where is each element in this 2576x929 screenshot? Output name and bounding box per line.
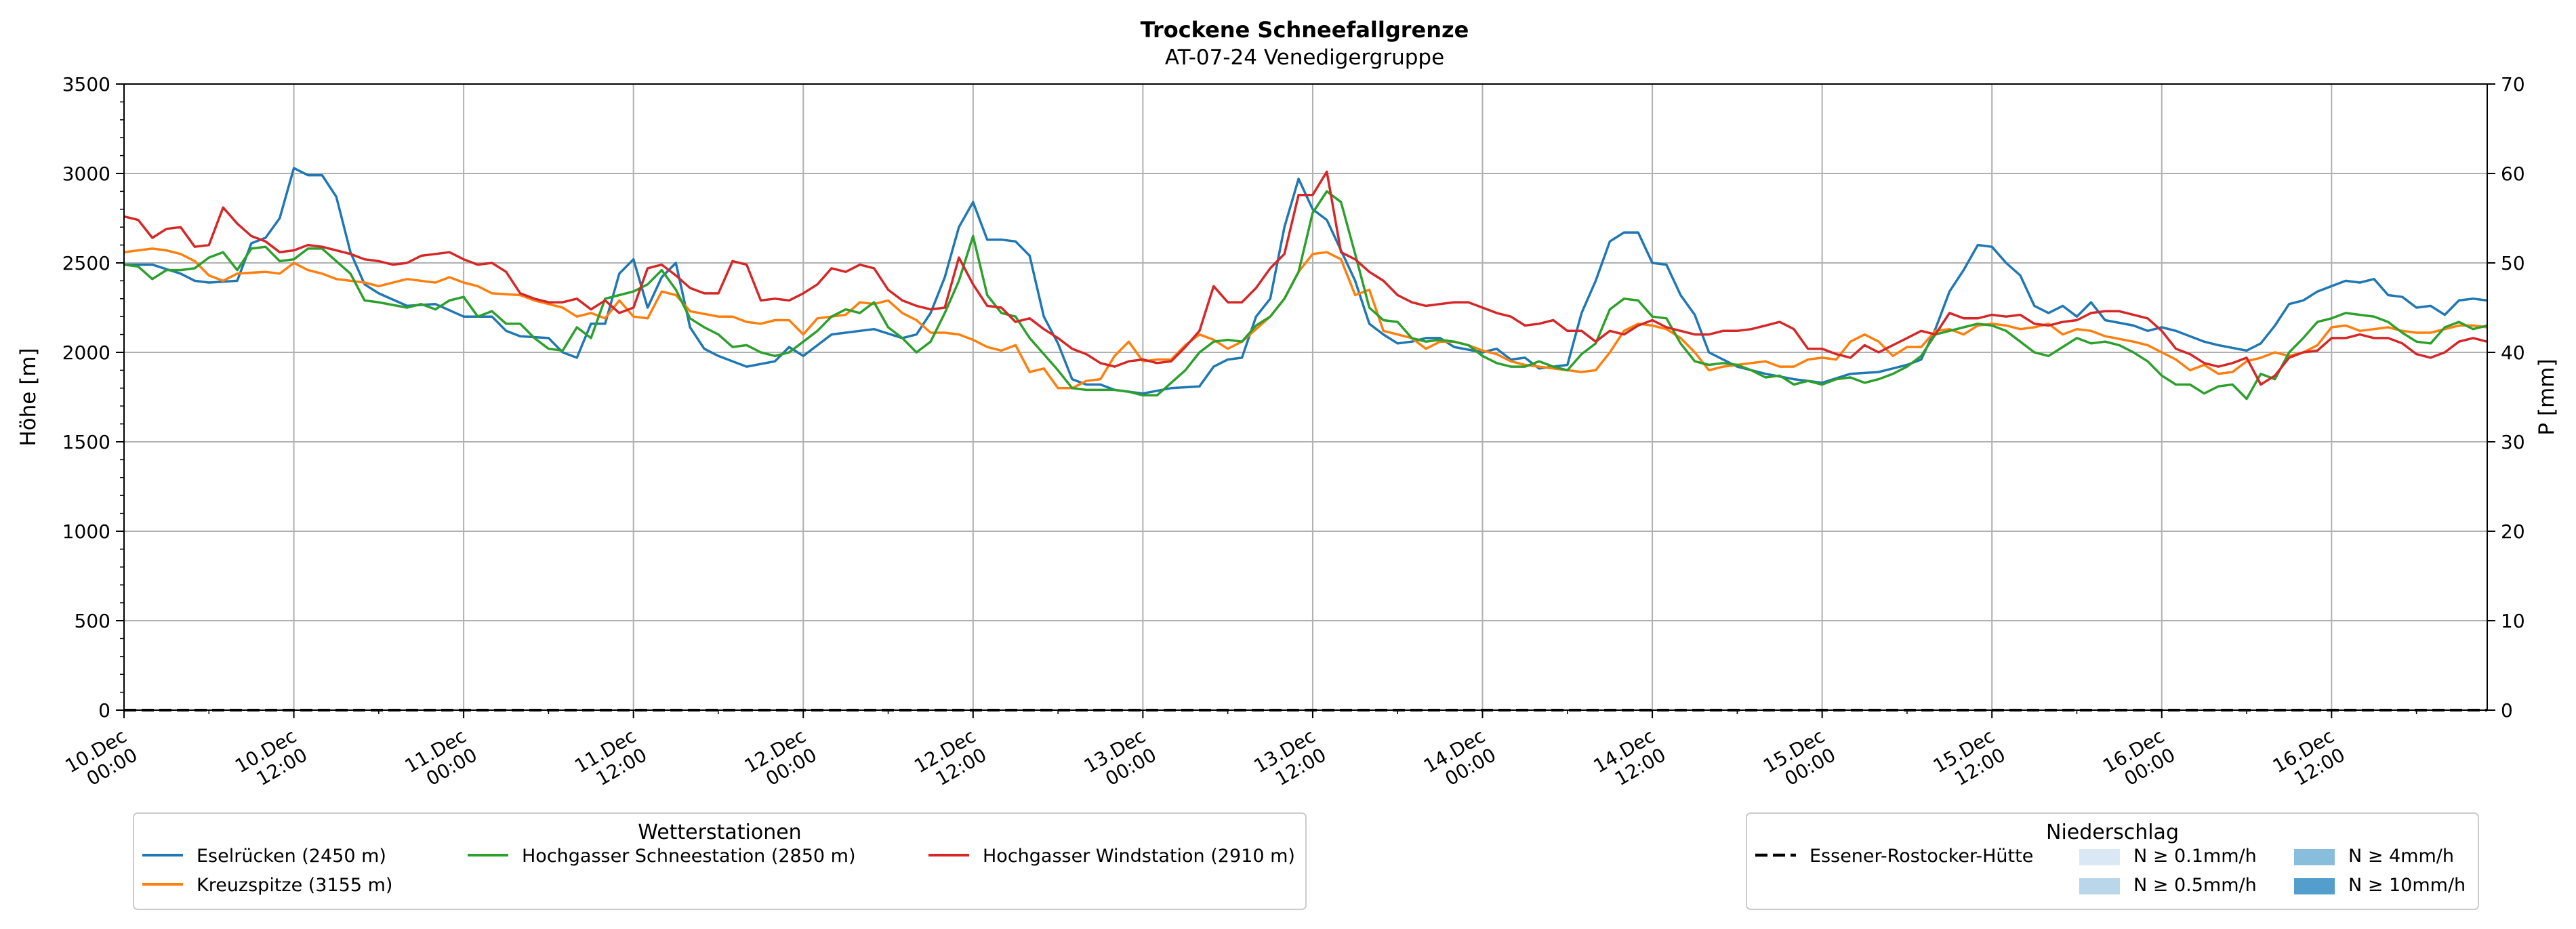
y-axis-right-label: P [mm] <box>2535 358 2559 435</box>
y-right-tick-label: 30 <box>2501 431 2525 453</box>
y-right-tick-label: 60 <box>2501 163 2525 185</box>
legend-precip-line-label: Essener-Rostocker-Hütte <box>1810 846 2033 867</box>
y-tick-label: 0 <box>98 699 110 722</box>
y-right-tick-label: 70 <box>2501 73 2525 96</box>
legend-stations-frame <box>133 812 1307 910</box>
y-right-tick-label: 20 <box>2501 520 2525 543</box>
y-tick-label: 3000 <box>62 163 110 185</box>
legend-precip-patch-label: N ≥ 10mm/h <box>2348 875 2466 896</box>
y-tick-label: 2000 <box>62 342 110 364</box>
chart-subtitle: AT-07-24 Venedigergruppe <box>1165 45 1444 70</box>
legend-precip-patch-label: N ≥ 4mm/h <box>2348 846 2454 867</box>
y-right-tick-label: 10 <box>2501 610 2525 632</box>
legend-station-label: Hochgasser Schneestation (2850 m) <box>522 846 856 867</box>
legend-precip-patch <box>2294 849 2335 865</box>
y-right-tick-label: 40 <box>2501 342 2525 364</box>
plot-frame <box>123 83 2488 711</box>
y-tick-label: 3500 <box>62 73 110 96</box>
legend-station-label: Hochgasser Windstation (2910 m) <box>983 846 1295 867</box>
legend-precip-title: Niederschlag <box>2046 821 2179 844</box>
y-right-tick-label: 0 <box>2501 699 2513 722</box>
legend-precip-entries: Essener-Rostocker-Hütte N ≥ 0.1mm/h N ≥ 0.… <box>1755 846 2466 896</box>
legend-precip-patch-label: N ≥ 0.5mm/h <box>2133 875 2257 896</box>
legend-precip-patch <box>2079 878 2120 894</box>
series-line-2 <box>123 190 2488 400</box>
series-line-0 <box>124 167 2488 395</box>
chart-title: Trockene Schneefallgrenze <box>1141 17 1469 43</box>
y-tick-label: 2500 <box>62 252 110 274</box>
legend-stations-title: Wetterstationen <box>638 821 801 844</box>
y-axis-label: Höhe [m] <box>16 348 41 446</box>
y-tick-label: 500 <box>75 610 110 632</box>
legend-precip-patch <box>2079 849 2120 865</box>
series-line-3 <box>123 170 2488 386</box>
legend-station-label: Eselrücken (2450 m) <box>197 846 386 867</box>
legend-station-label: Kreuzspitze (3155 m) <box>197 875 392 896</box>
legend-precip: Niederschlag Essener-Rostocker-Hütte N ≥ … <box>1746 812 2479 910</box>
legend-stations-entries: Eselrücken (2450 m) Kreuzspitze (3155 m) H… <box>142 846 1295 896</box>
series-line-1 <box>123 247 2488 390</box>
y-tick-label: 1500 <box>62 431 110 453</box>
legend-precip-patch <box>2294 878 2335 894</box>
legend-precip-patch-label: N ≥ 0.1mm/h <box>2133 846 2257 867</box>
y-right-tick-label: 50 <box>2501 252 2525 274</box>
y-tick-label: 1000 <box>62 520 110 543</box>
legend-stations: Wetterstationen Eselrücken (2450 m) Kreuz… <box>133 812 1307 910</box>
